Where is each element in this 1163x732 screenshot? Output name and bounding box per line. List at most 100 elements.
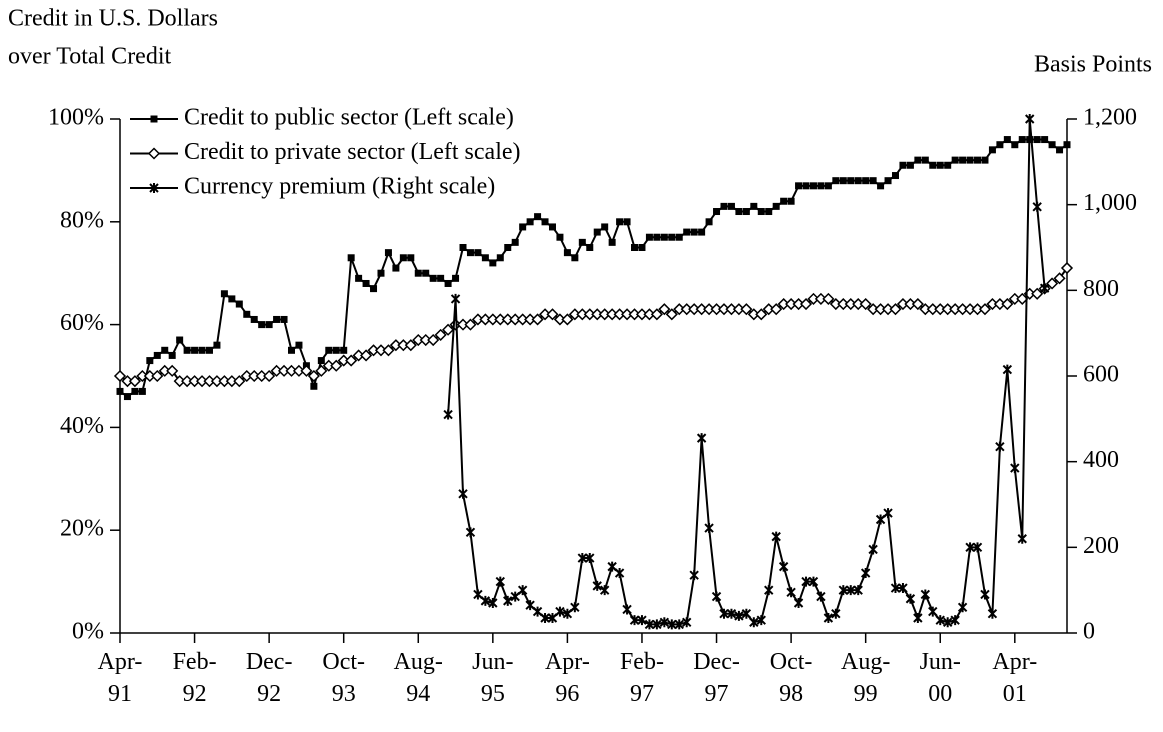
marker [280,315,288,323]
marker [838,585,849,596]
marker [899,161,907,169]
marker [832,177,840,185]
marker [608,238,616,246]
marker [151,369,164,383]
marker [974,156,982,164]
x-tick-label: Jun- 00 [920,649,961,707]
marker [862,177,870,185]
x-tick-label: Feb- 92 [173,649,217,707]
marker [168,351,176,359]
marker [265,321,273,329]
marker [443,409,453,420]
marker [713,208,721,216]
x-tick-label-line: Aug- [841,649,890,675]
marker [548,223,556,231]
marker [616,218,624,226]
marker [726,608,737,619]
marker [629,615,640,626]
y2-tick-label: 600 [1083,362,1119,388]
marker [957,602,968,613]
marker [659,617,670,628]
marker [243,310,251,318]
x-tick-label: Jun- 95 [472,649,513,707]
x-tick-label-line: Feb- [620,649,664,675]
x-tick-label: Apr- 96 [545,649,590,707]
x-tick-label: Aug- 94 [394,649,443,707]
marker [741,608,752,619]
marker [911,297,924,311]
marker [1003,136,1011,144]
marker [570,602,580,613]
marker [614,568,625,579]
marker [637,615,647,626]
marker [540,613,550,624]
x-tick-label-line: Feb- [173,649,217,675]
marker [1033,136,1041,144]
marker [452,274,460,282]
y2-axis-label: Basis Points [1034,52,1152,78]
x-tick-label-line: 96 [555,681,579,707]
x-tick-label: Apr- 91 [98,649,143,707]
marker [496,254,504,262]
marker [727,202,735,210]
marker [288,346,296,354]
y2-tick-label: 1,000 [1083,190,1137,216]
y-tick-label: 100% [48,105,104,131]
y2-tick-label: 400 [1083,447,1119,473]
marker [315,364,328,377]
marker [883,508,893,519]
marker [936,161,944,169]
marker [147,147,161,160]
y-axis-label: Credit in U.S. Dollars [8,6,218,32]
marker [750,202,758,210]
marker [1063,141,1071,149]
marker [650,308,663,321]
marker [1025,114,1035,124]
marker [578,238,586,246]
x-tick-label: Oct- 93 [322,649,365,707]
marker [1041,136,1049,144]
x-tick-label-line: 91 [108,681,132,707]
marker [601,223,609,231]
marker [459,244,467,251]
x-tick-label: Dec- 97 [693,649,740,707]
marker [562,608,573,619]
marker [853,585,863,596]
y-axis-label: over Total Credit [8,44,172,70]
x-tick-label-line: Jun- [472,649,513,675]
marker [444,279,452,287]
marker [258,321,266,329]
marker [978,303,992,316]
marker [488,598,498,609]
marker [860,568,871,579]
marker [571,254,579,262]
y-tick-label: 40% [60,413,104,439]
marker [561,313,574,326]
marker [809,182,817,190]
marker [442,323,455,336]
marker [780,197,788,205]
marker [765,208,773,216]
marker [146,357,154,365]
marker [228,295,236,303]
marker [720,202,728,210]
x-tick-label-line: 97 [705,681,729,707]
x-tick-label-line: 93 [332,681,356,707]
marker [884,177,892,185]
marker [407,254,415,262]
marker [370,285,378,293]
marker [683,228,691,236]
marker [340,346,348,354]
marker [631,244,639,251]
marker [877,182,885,190]
marker [802,182,810,190]
legend-label: Credit to public sector (Left scale) [184,105,514,131]
marker [233,375,246,388]
marker [638,244,646,251]
marker [1017,533,1027,544]
marker [511,238,519,246]
marker [645,233,653,241]
marker [534,213,542,221]
marker [996,141,1004,149]
